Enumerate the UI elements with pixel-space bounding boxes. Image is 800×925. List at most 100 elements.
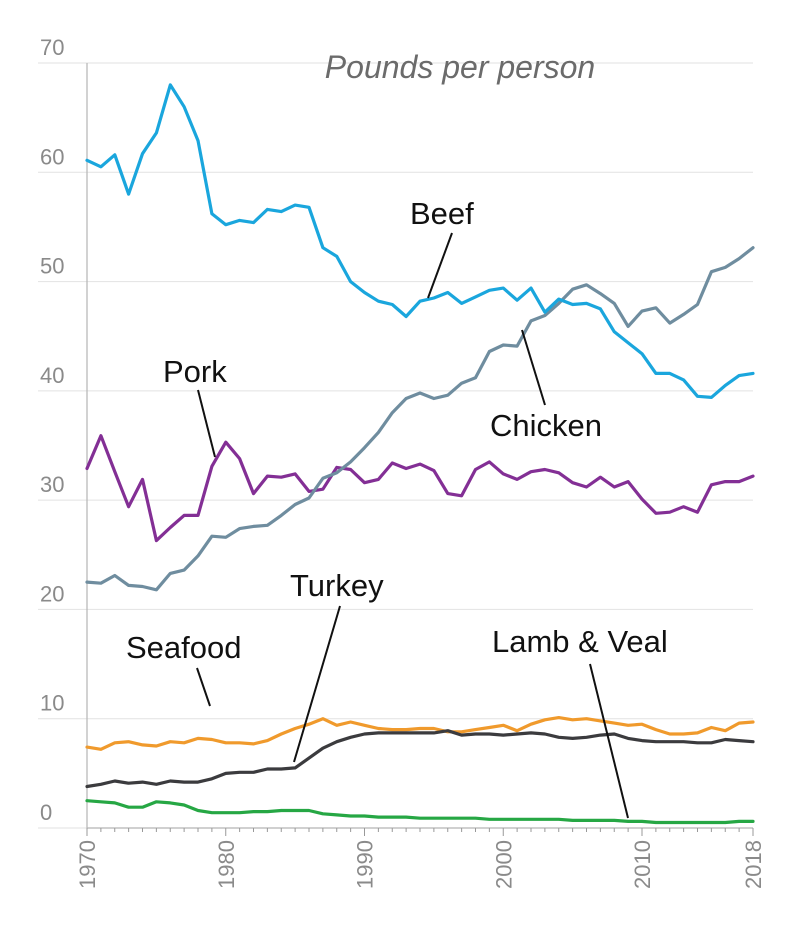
- data-point-beef: [406, 316, 407, 317]
- data-point-chicken: [114, 575, 115, 576]
- data-point-turkey: [544, 733, 545, 734]
- data-point-lamb-veal: [128, 807, 129, 808]
- data-point-chicken: [267, 525, 268, 526]
- data-point-turkey: [364, 733, 365, 734]
- data-point-chicken: [752, 247, 753, 248]
- data-point-lamb-veal: [628, 821, 629, 822]
- series-line-pork: [85, 434, 755, 543]
- data-point-pork: [600, 477, 601, 478]
- data-point-seafood: [267, 740, 268, 741]
- data-point-seafood: [184, 742, 185, 743]
- data-point-lamb-veal: [725, 822, 726, 823]
- data-point-seafood: [100, 749, 101, 750]
- data-point-lamb-veal: [350, 815, 351, 816]
- data-point-pork: [406, 468, 407, 469]
- data-point-chicken: [725, 267, 726, 268]
- data-point-seafood: [170, 741, 171, 742]
- data-point-pork: [184, 515, 185, 516]
- data-point-turkey: [211, 778, 212, 779]
- data-point-lamb-veal: [530, 819, 531, 820]
- series-label-seafood: Seafood: [126, 630, 242, 665]
- data-point-turkey: [530, 732, 531, 733]
- data-point-lamb-veal: [225, 812, 226, 813]
- data-point-turkey: [628, 738, 629, 739]
- data-point-lamb-veal: [100, 801, 101, 802]
- data-point-seafood: [378, 728, 379, 729]
- data-point-pork: [197, 515, 198, 516]
- data-point-chicken: [433, 398, 434, 399]
- series-line-seafood: [85, 715, 755, 751]
- y-tick-label: 30: [40, 472, 64, 497]
- data-point-pork: [628, 481, 629, 482]
- data-point-turkey: [253, 772, 254, 773]
- data-point-lamb-veal: [475, 818, 476, 819]
- data-point-turkey: [517, 733, 518, 734]
- data-point-turkey: [156, 784, 157, 785]
- data-point-turkey: [614, 733, 615, 734]
- axis-layer: 0 10 20 30 40 50 60 70 1970 1980 1990 2000 2010 2018: [40, 35, 766, 889]
- data-point-turkey: [336, 741, 337, 742]
- data-point-turkey: [225, 773, 226, 774]
- data-point-pork: [86, 468, 87, 469]
- data-point-beef: [614, 331, 615, 332]
- data-point-lamb-veal: [572, 820, 573, 821]
- data-point-seafood: [739, 723, 740, 724]
- data-point-pork: [100, 435, 101, 436]
- data-point-beef: [225, 224, 226, 225]
- data-point-chicken: [447, 395, 448, 396]
- data-point-turkey: [586, 737, 587, 738]
- data-point-turkey: [475, 733, 476, 734]
- data-point-seafood: [628, 725, 629, 726]
- data-point-chicken: [86, 582, 87, 583]
- data-point-beef: [489, 290, 490, 291]
- data-point-seafood: [295, 728, 296, 729]
- data-point-turkey: [281, 768, 282, 769]
- data-point-turkey: [128, 783, 129, 784]
- data-point-lamb-veal: [406, 817, 407, 818]
- data-point-pork: [253, 493, 254, 494]
- data-point-turkey: [267, 768, 268, 769]
- data-point-chicken: [600, 293, 601, 294]
- data-point-chicken: [739, 258, 740, 259]
- data-point-turkey: [184, 782, 185, 783]
- data-point-seafood: [114, 742, 115, 743]
- data-point-chicken: [197, 555, 198, 556]
- data-point-turkey: [558, 737, 559, 738]
- data-point-turkey: [114, 780, 115, 781]
- data-point-chicken: [308, 497, 309, 498]
- data-point-pork: [295, 473, 296, 474]
- data-point-chicken: [711, 271, 712, 272]
- data-point-pork: [239, 458, 240, 459]
- data-point-lamb-veal: [253, 811, 254, 812]
- data-point-chicken: [572, 289, 573, 290]
- data-point-seafood: [364, 725, 365, 726]
- data-point-pork: [114, 471, 115, 472]
- data-point-lamb-veal: [433, 818, 434, 819]
- data-point-turkey: [322, 748, 323, 749]
- data-point-pork: [128, 506, 129, 507]
- data-point-chicken: [142, 586, 143, 587]
- data-point-chicken: [100, 583, 101, 584]
- data-point-pork: [447, 493, 448, 494]
- data-point-beef: [711, 397, 712, 398]
- data-point-chicken: [517, 346, 518, 347]
- data-point-seafood: [614, 723, 615, 724]
- data-point-turkey: [489, 733, 490, 734]
- data-point-turkey: [739, 740, 740, 741]
- data-point-pork: [558, 472, 559, 473]
- data-point-pork: [156, 540, 157, 541]
- data-point-turkey: [295, 767, 296, 768]
- data-point-pork: [461, 495, 462, 496]
- data-point-pork: [142, 479, 143, 480]
- data-point-turkey: [683, 741, 684, 742]
- data-point-pork: [641, 499, 642, 500]
- data-point-beef: [197, 140, 198, 141]
- x-tick-label: 1980: [214, 840, 239, 889]
- data-point-chicken: [364, 447, 365, 448]
- data-point-lamb-veal: [641, 821, 642, 822]
- series-line-turkey: [85, 729, 755, 789]
- data-point-pork: [419, 464, 420, 465]
- series-line-chicken: [85, 246, 755, 592]
- data-point-lamb-veal: [239, 812, 240, 813]
